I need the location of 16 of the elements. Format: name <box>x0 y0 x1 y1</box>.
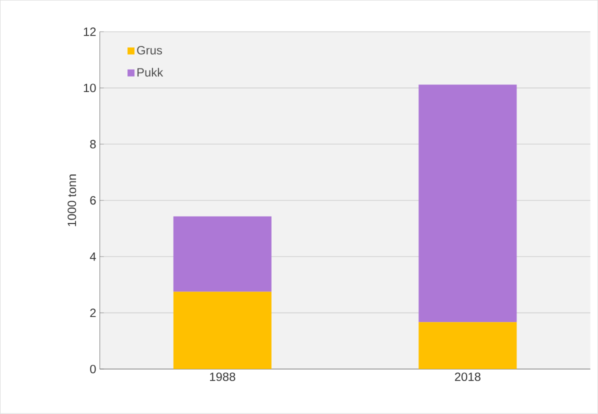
y-tick-label: 8 <box>90 140 96 148</box>
y-tick-label: 12 <box>84 28 96 36</box>
y-axis-title: 1000 tonn <box>68 174 76 226</box>
x-tick-label: 2018 <box>454 372 480 382</box>
bar <box>173 216 272 292</box>
y-tick-label: 0 <box>90 364 96 374</box>
bar <box>418 84 517 322</box>
y-tick-label: 6 <box>90 196 96 205</box>
bar <box>418 322 517 370</box>
y-tick-label: 2 <box>90 308 96 318</box>
y-tick-label: 4 <box>90 252 96 261</box>
x-tick-label: 1988 <box>210 372 236 382</box>
legend-label: Grus <box>137 46 162 55</box>
bar <box>173 292 272 370</box>
legend-label: Pukk <box>137 68 164 77</box>
y-tick-label: 10 <box>84 84 96 92</box>
